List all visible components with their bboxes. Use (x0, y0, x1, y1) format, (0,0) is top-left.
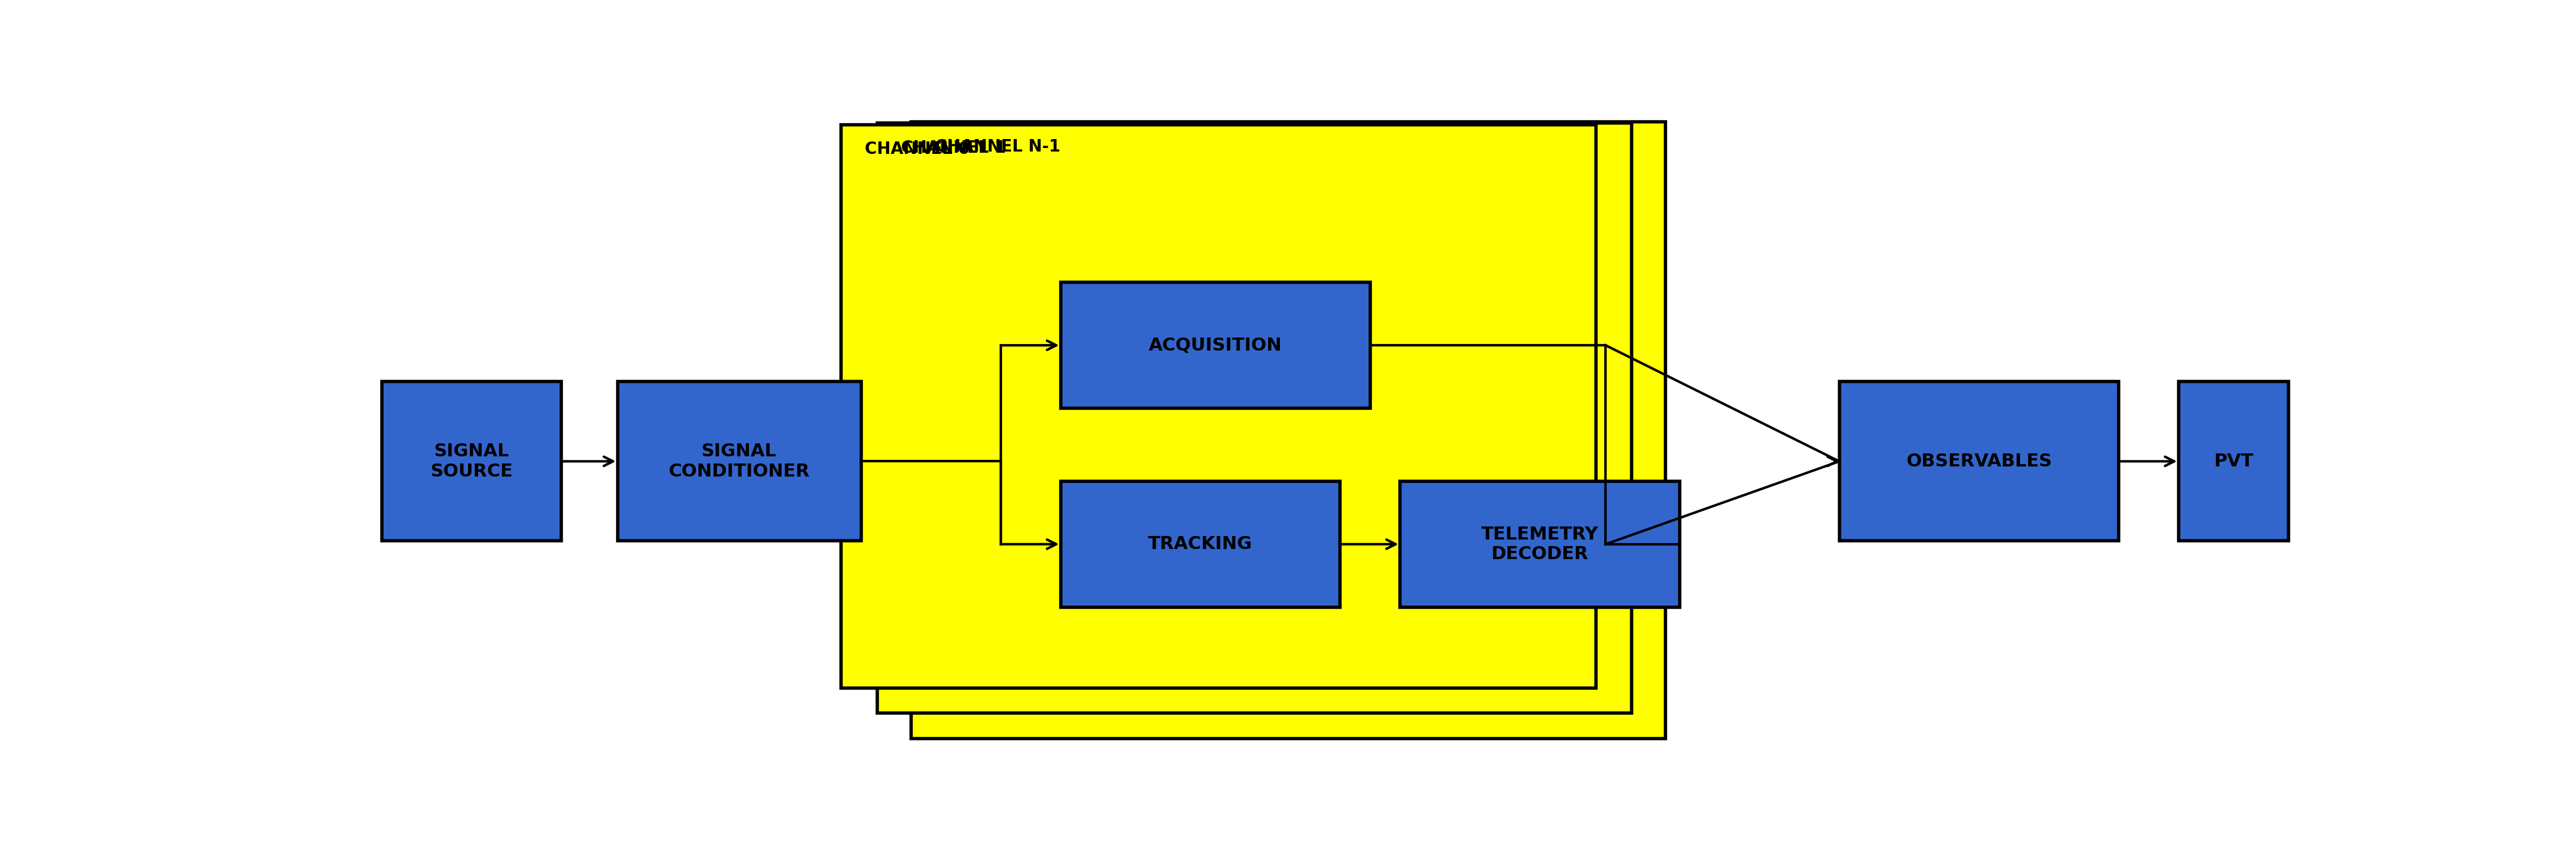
Text: TRACKING: TRACKING (1149, 536, 1252, 553)
Text: ACQUISITION: ACQUISITION (1149, 337, 1283, 354)
Text: OBSERVABLES: OBSERVABLES (1906, 453, 2053, 470)
Text: SIGNAL
SOURCE: SIGNAL SOURCE (430, 443, 513, 480)
Bar (1061, 481, 1340, 607)
Bar (1061, 282, 1370, 408)
Bar (1401, 481, 1680, 607)
Text: CHANNEL N-1: CHANNEL N-1 (935, 139, 1061, 155)
Text: SIGNAL
CONDITIONER: SIGNAL CONDITIONER (670, 443, 809, 480)
Text: CHANNEL 1: CHANNEL 1 (902, 139, 1005, 157)
Text: TELEMETRY
DECODER: TELEMETRY DECODER (1481, 525, 1600, 563)
Bar (2179, 381, 2287, 541)
Text: CHANNEL 0: CHANNEL 0 (866, 141, 971, 158)
Bar (1839, 381, 2120, 541)
Bar (618, 381, 860, 541)
Bar (381, 381, 562, 541)
Bar (840, 125, 1595, 688)
Bar (912, 122, 1667, 739)
Text: PVT: PVT (2213, 453, 2254, 470)
Bar (876, 123, 1631, 713)
